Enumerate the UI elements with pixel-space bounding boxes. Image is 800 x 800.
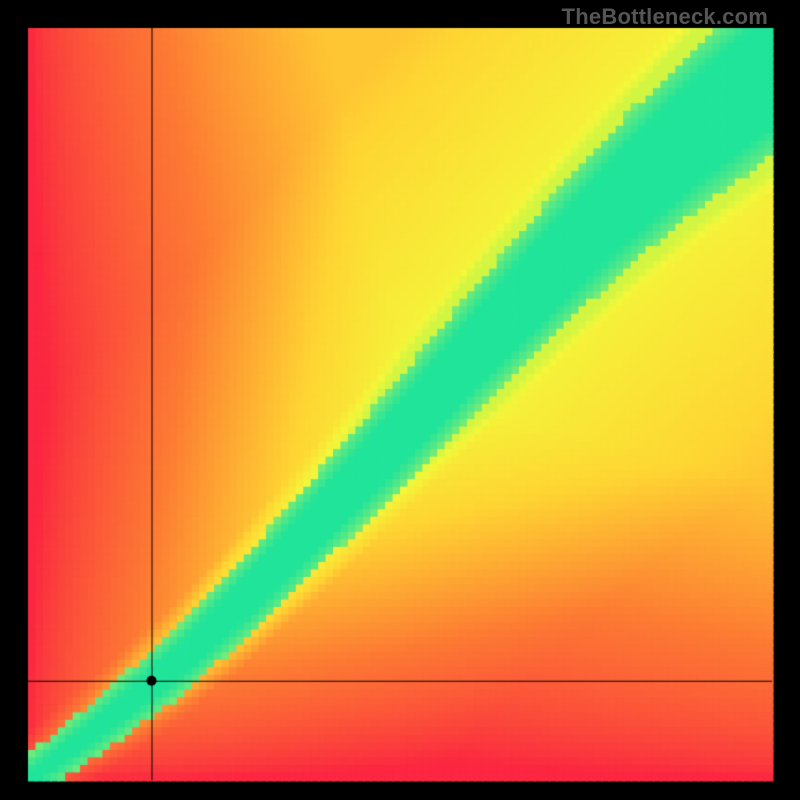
chart-container: TheBottleneck.com xyxy=(0,0,800,800)
bottleneck-heatmap xyxy=(0,0,800,800)
watermark-text: TheBottleneck.com xyxy=(562,4,768,30)
